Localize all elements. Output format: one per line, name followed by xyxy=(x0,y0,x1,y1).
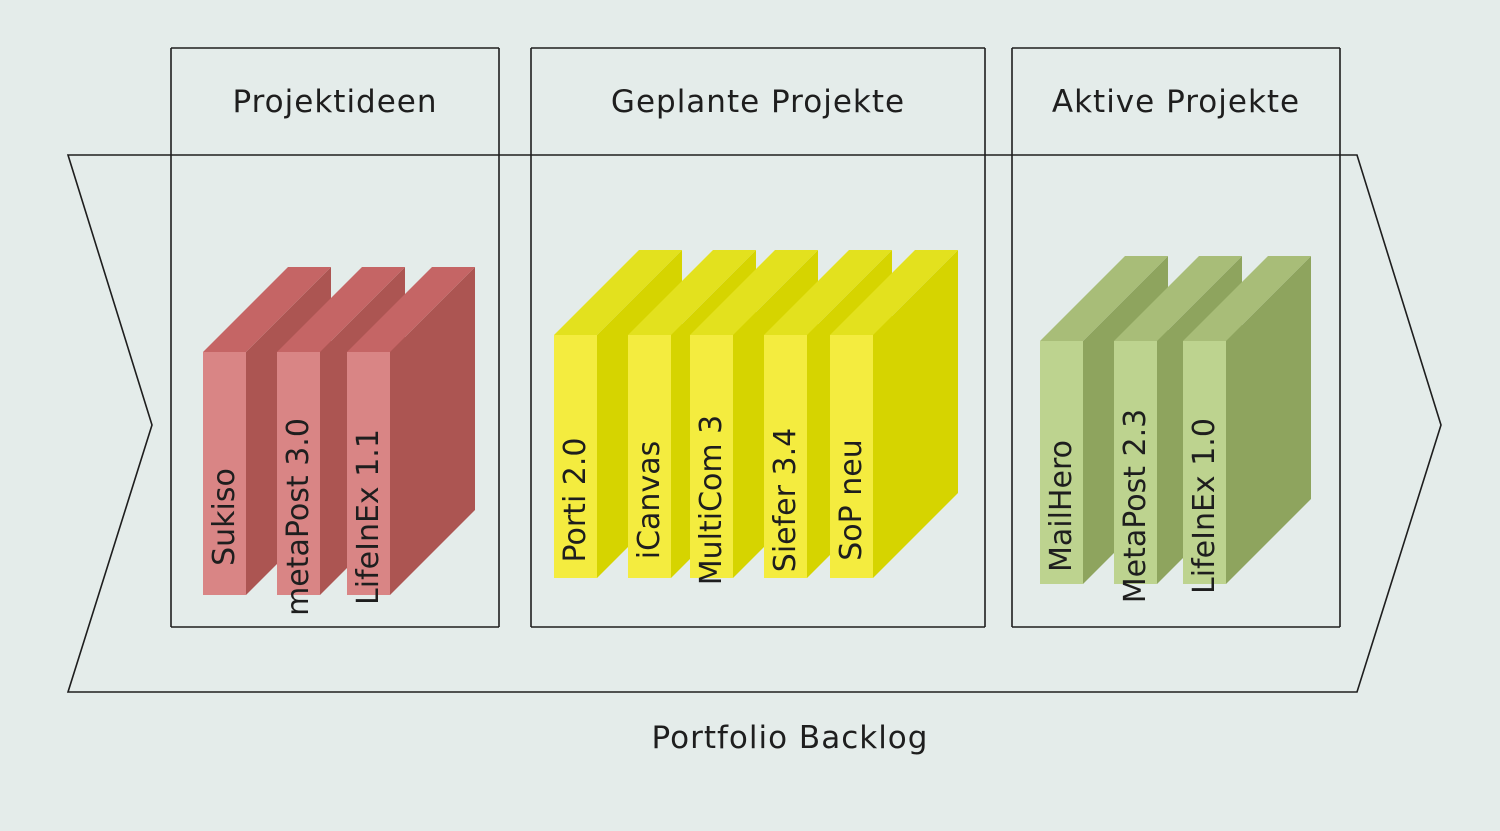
block-top xyxy=(554,250,682,335)
block-top xyxy=(1114,256,1242,341)
column-box-geplante-projekte xyxy=(530,47,986,628)
block-top xyxy=(277,267,405,352)
column-title-geplante-projekte: Geplante Projekte xyxy=(610,84,906,120)
block-front xyxy=(203,352,246,595)
project-label: LifeInEx 1.0 xyxy=(1187,418,1222,594)
project-label: Siefer 3.4 xyxy=(768,428,803,572)
block-front xyxy=(690,335,733,578)
project-block: SoP neu xyxy=(830,250,958,578)
block-top xyxy=(203,267,331,352)
portfolio-backlog-arrow xyxy=(66,154,1442,693)
project-label: iCanvas xyxy=(632,441,667,559)
block-side xyxy=(873,250,958,578)
block-front xyxy=(347,352,390,595)
project-label: Sukiso xyxy=(207,468,242,566)
column-title-aktive-projekte: Aktive Projekte xyxy=(1051,84,1301,120)
project-label: SoP neu xyxy=(834,439,869,561)
block-front xyxy=(277,352,320,595)
block-side xyxy=(390,267,475,595)
block-front xyxy=(1040,341,1083,584)
project-block: LifeInEx 1.0 xyxy=(1183,256,1311,594)
block-top xyxy=(628,250,756,335)
block-front xyxy=(554,335,597,578)
project-label: MultiCom 3 xyxy=(694,415,729,585)
project-label: MailHero xyxy=(1044,440,1079,572)
project-label: MetaPost 2.3 xyxy=(1118,409,1153,604)
block-front xyxy=(830,335,873,578)
column-title-projektideen: Projektideen xyxy=(232,84,438,120)
project-block: LifeInEx 1.1 xyxy=(347,267,475,605)
block-front xyxy=(1183,341,1226,584)
project-label: LifeInEx 1.1 xyxy=(351,429,386,605)
block-side xyxy=(1226,256,1311,584)
block-front xyxy=(628,335,671,578)
project-blocks: Sukiso metaPost 3.0 LifeInEx 1.1 Porti 2.0 i… xyxy=(203,250,1311,616)
block-top xyxy=(830,250,958,335)
project-label: Porti 2.0 xyxy=(558,437,593,562)
block-top xyxy=(1183,256,1311,341)
block-top xyxy=(1040,256,1168,341)
block-top xyxy=(690,250,818,335)
column-box-aktive-projekte xyxy=(1011,47,1341,628)
block-top xyxy=(347,267,475,352)
block-front xyxy=(1114,341,1157,584)
block-front xyxy=(764,335,807,578)
project-label: metaPost 3.0 xyxy=(281,418,316,616)
portfolio-backlog-label: Portfolio Backlog xyxy=(651,720,929,756)
column-box-projektideen xyxy=(170,47,500,628)
block-top xyxy=(764,250,892,335)
